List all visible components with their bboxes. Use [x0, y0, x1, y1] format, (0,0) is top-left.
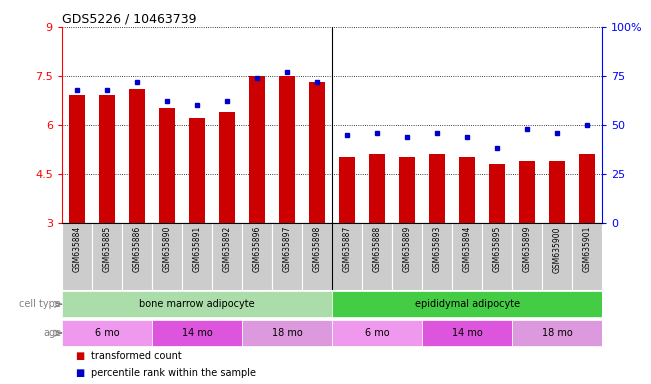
- FancyBboxPatch shape: [212, 223, 242, 290]
- FancyBboxPatch shape: [482, 223, 512, 290]
- FancyBboxPatch shape: [452, 223, 482, 290]
- Bar: [249, 76, 265, 223]
- Text: bone marrow adipocyte: bone marrow adipocyte: [139, 299, 255, 310]
- Bar: [339, 157, 355, 223]
- Bar: [159, 109, 175, 223]
- Text: 18 mo: 18 mo: [271, 328, 302, 338]
- Bar: [519, 161, 535, 223]
- FancyBboxPatch shape: [242, 320, 332, 346]
- Bar: [279, 76, 296, 223]
- FancyBboxPatch shape: [512, 320, 602, 346]
- FancyBboxPatch shape: [62, 320, 152, 346]
- Bar: [368, 154, 385, 223]
- Text: ■: ■: [75, 351, 84, 361]
- Bar: [129, 89, 145, 223]
- FancyBboxPatch shape: [572, 223, 602, 290]
- FancyBboxPatch shape: [302, 223, 332, 290]
- Text: age: age: [43, 328, 61, 338]
- FancyBboxPatch shape: [272, 223, 302, 290]
- Bar: [429, 154, 445, 223]
- FancyBboxPatch shape: [332, 291, 602, 317]
- Text: epididymal adipocyte: epididymal adipocyte: [415, 299, 519, 310]
- Text: GSM635886: GSM635886: [132, 226, 141, 272]
- Text: GSM635900: GSM635900: [553, 226, 562, 273]
- Text: GSM635898: GSM635898: [312, 226, 322, 272]
- Text: GSM635896: GSM635896: [253, 226, 262, 273]
- Bar: [219, 112, 235, 223]
- Text: GSM635884: GSM635884: [72, 226, 81, 272]
- Text: GSM635885: GSM635885: [102, 226, 111, 272]
- FancyBboxPatch shape: [332, 223, 362, 290]
- Text: GSM635894: GSM635894: [463, 226, 471, 273]
- Text: percentile rank within the sample: percentile rank within the sample: [91, 368, 256, 378]
- Bar: [489, 164, 505, 223]
- FancyBboxPatch shape: [332, 320, 422, 346]
- Bar: [68, 95, 85, 223]
- Text: 14 mo: 14 mo: [452, 328, 482, 338]
- FancyBboxPatch shape: [422, 320, 512, 346]
- Bar: [459, 157, 475, 223]
- Bar: [98, 95, 115, 223]
- FancyBboxPatch shape: [422, 223, 452, 290]
- Text: 18 mo: 18 mo: [542, 328, 572, 338]
- Text: GDS5226 / 10463739: GDS5226 / 10463739: [62, 13, 197, 26]
- FancyBboxPatch shape: [512, 223, 542, 290]
- Text: GSM635897: GSM635897: [283, 226, 292, 273]
- Bar: [549, 161, 566, 223]
- Bar: [579, 154, 596, 223]
- Text: GSM635892: GSM635892: [223, 226, 232, 272]
- Text: 6 mo: 6 mo: [365, 328, 389, 338]
- FancyBboxPatch shape: [92, 223, 122, 290]
- Bar: [189, 118, 205, 223]
- Text: GSM635893: GSM635893: [432, 226, 441, 273]
- Text: 6 mo: 6 mo: [94, 328, 119, 338]
- Text: GSM635895: GSM635895: [493, 226, 502, 273]
- FancyBboxPatch shape: [152, 223, 182, 290]
- FancyBboxPatch shape: [362, 223, 392, 290]
- FancyBboxPatch shape: [152, 320, 242, 346]
- Text: GSM635887: GSM635887: [342, 226, 352, 272]
- Text: ■: ■: [75, 368, 84, 378]
- FancyBboxPatch shape: [62, 223, 92, 290]
- Text: transformed count: transformed count: [91, 351, 182, 361]
- Text: GSM635889: GSM635889: [402, 226, 411, 272]
- FancyBboxPatch shape: [182, 223, 212, 290]
- Text: GSM635888: GSM635888: [372, 226, 381, 272]
- FancyBboxPatch shape: [62, 291, 332, 317]
- Text: GSM635891: GSM635891: [193, 226, 201, 272]
- Text: cell type: cell type: [20, 299, 61, 310]
- FancyBboxPatch shape: [242, 223, 272, 290]
- Bar: [309, 83, 326, 223]
- FancyBboxPatch shape: [122, 223, 152, 290]
- FancyBboxPatch shape: [392, 223, 422, 290]
- FancyBboxPatch shape: [542, 223, 572, 290]
- Text: 14 mo: 14 mo: [182, 328, 212, 338]
- Bar: [399, 157, 415, 223]
- Text: GSM635899: GSM635899: [523, 226, 532, 273]
- Text: GSM635901: GSM635901: [583, 226, 592, 273]
- Text: GSM635890: GSM635890: [162, 226, 171, 273]
